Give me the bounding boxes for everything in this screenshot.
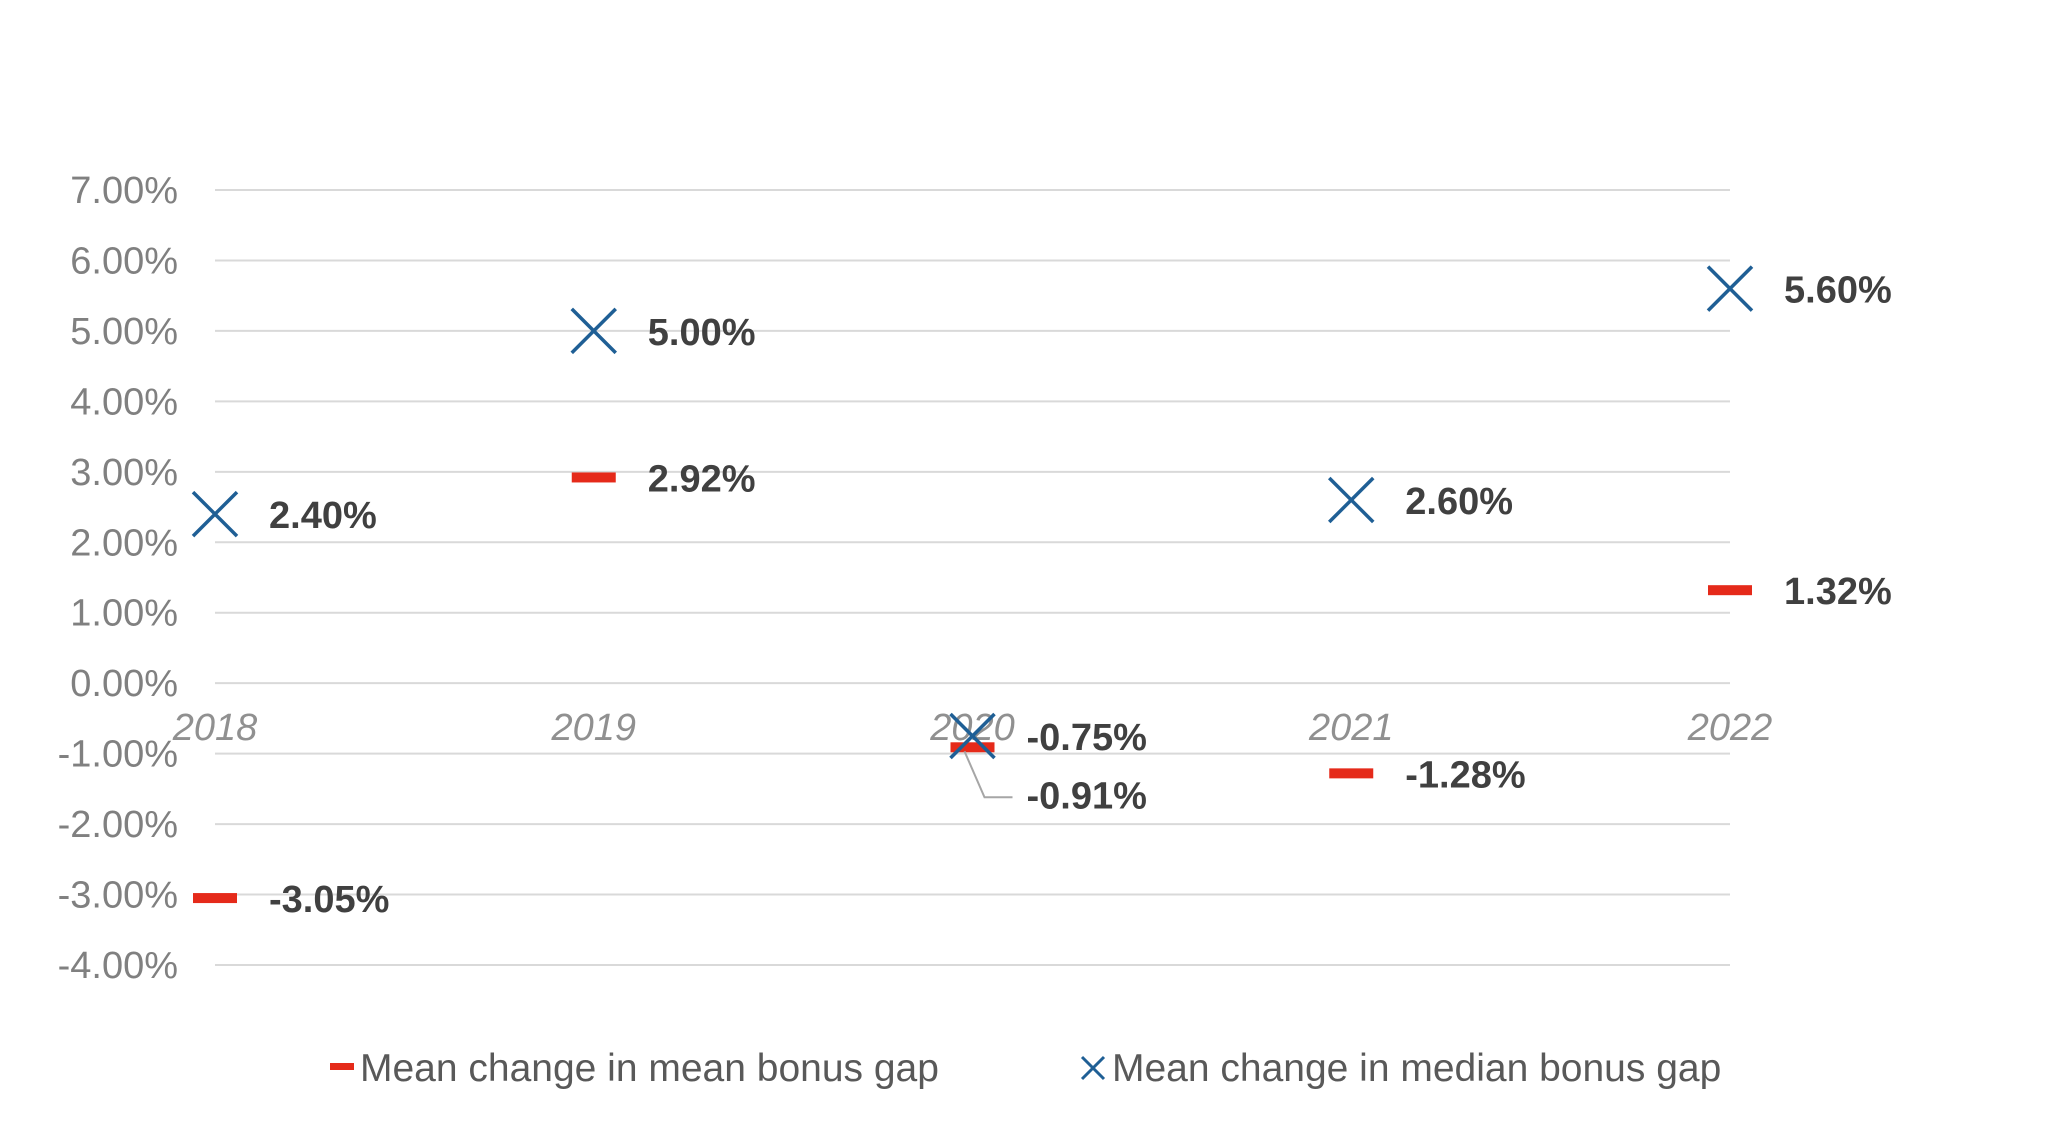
x-axis-ticks: 2018 2019 2020 2021 2022 xyxy=(172,707,1773,749)
median-gap-marker xyxy=(191,490,239,538)
mean-gap-marker xyxy=(193,893,237,904)
mean-gap-data-label: -3.05% xyxy=(269,879,389,921)
gridlines xyxy=(215,189,1730,966)
median-gap-marker xyxy=(570,307,617,355)
legend: Mean change in mean bonus gap Mean change… xyxy=(330,1047,1721,1090)
mean-gap-marker xyxy=(1329,768,1374,779)
median-gap-data-label: 5.60% xyxy=(1784,270,1892,312)
mean-gap-data-label: 2.92% xyxy=(648,458,756,500)
y-axis-ticks: 7.00% 6.00% 5.00% 4.00% 3.00% 2.00% 1.00% 0.00%… xyxy=(58,170,178,987)
data-labels: -3.05% 2.92% -0.91% -1.28% 1.32% 2.40% 5.00% -0… xyxy=(269,270,1892,921)
y-tick-label: -4.00% xyxy=(58,945,178,987)
x-tick-label: 2019 xyxy=(550,707,636,749)
median-gap-data-label: -0.75% xyxy=(1027,717,1147,759)
median-gap-marker xyxy=(1706,265,1754,312)
x-tick-label: 2021 xyxy=(1308,707,1394,749)
median-gap-marker-stroke xyxy=(1706,265,1754,312)
median-gap-data-label: 5.00% xyxy=(648,312,756,354)
median-gap-data-label: 2.40% xyxy=(269,495,377,537)
leader-line xyxy=(963,750,1013,799)
mean-gap-marker xyxy=(950,742,995,753)
mean-gap-data-label: -1.28% xyxy=(1405,754,1525,796)
median-gap-marker xyxy=(1328,476,1375,524)
data-marks xyxy=(191,265,1754,904)
median-gap-marker-stroke xyxy=(1328,476,1375,524)
x-tick-label: 2018 xyxy=(172,707,258,749)
median-gap-marker-stroke xyxy=(570,307,617,355)
y-tick-label: 1.00% xyxy=(70,593,178,635)
legend-mean-gap-label: Mean change in mean bonus gap xyxy=(360,1047,939,1090)
mean-gap-marker xyxy=(1708,585,1752,596)
y-tick-label: 4.00% xyxy=(70,381,178,423)
median-gap-marker xyxy=(949,712,996,760)
legend-median-gap-swatch xyxy=(1080,1055,1106,1081)
y-tick-label: 2.00% xyxy=(70,522,178,564)
median-gap-data-label: 2.60% xyxy=(1405,481,1513,523)
mean-gap-data-label: 1.32% xyxy=(1784,571,1892,613)
y-tick-label: -1.00% xyxy=(58,734,178,776)
y-tick-label: 6.00% xyxy=(70,240,178,282)
median-gap-marker-stroke xyxy=(949,712,996,760)
mean-gap-marker xyxy=(571,472,616,483)
y-tick-label: 3.00% xyxy=(70,452,178,494)
y-tick-label: 7.00% xyxy=(70,170,178,212)
legend-mean-gap-swatch xyxy=(330,1063,354,1070)
x-tick-label: 2020 xyxy=(929,707,1015,749)
legend-median-gap-swatch-stroke xyxy=(1080,1055,1106,1081)
x-tick-label: 2022 xyxy=(1687,707,1773,749)
y-tick-label: 0.00% xyxy=(70,663,178,705)
y-tick-label: -3.00% xyxy=(58,875,178,917)
legend-median-gap-label: Mean change in median bonus gap xyxy=(1112,1047,1721,1090)
mean-gap-data-label: -0.91% xyxy=(1027,775,1147,817)
median-gap-marker-stroke xyxy=(191,490,239,538)
y-tick-label: -2.00% xyxy=(58,804,178,846)
y-tick-label: 5.00% xyxy=(70,311,178,353)
